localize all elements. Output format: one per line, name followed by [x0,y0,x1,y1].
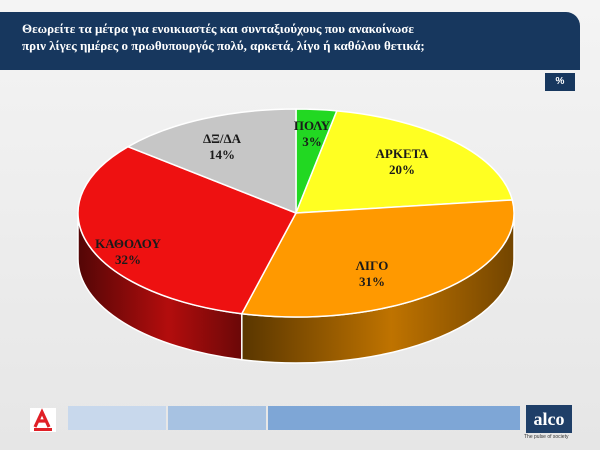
question-line-1: Θεωρείτε τα μέτρα για ενοικιαστές και συ… [22,21,414,36]
footer-bar-3 [268,406,520,430]
slice-label-3: ΚΑΘΟΛΟΥ [95,236,161,251]
slice-label-2: ΛΙΓΟ [356,258,389,273]
slice-value-1: 20% [389,162,415,177]
slice-value-4: 14% [209,147,235,162]
alco-tagline: The pulse of society [524,434,569,440]
question-header: Θεωρείτε τα μέτρα για ενοικιαστές και συ… [0,12,580,70]
pie-top [77,108,515,318]
slice-label-1: ΑΡΚΕΤΑ [376,146,430,161]
alpha-logo-icon [30,408,56,432]
slice-value-3: 32% [115,252,141,267]
slice-value-2: 31% [359,274,385,289]
pie-slice-λιγο [240,199,515,318]
pie-slice-καθολου [77,145,298,315]
alco-logo: alco [526,405,572,433]
footer-bar-1 [68,406,166,430]
percent-badge: % [545,73,575,91]
pie-slice-αρκετα [294,110,514,214]
footer-bar-2 [168,406,266,430]
question-line-2: πριν λίγες ημέρες ο πρωθυπουργός πολύ, α… [22,38,425,53]
slice-label-0: ΠΟΛΥ [294,118,331,133]
pie-slice-δξ/δα [126,108,297,215]
slice-label-4: ΔΞ/ΔΑ [203,131,242,146]
slice-value-0: 3% [302,134,322,149]
